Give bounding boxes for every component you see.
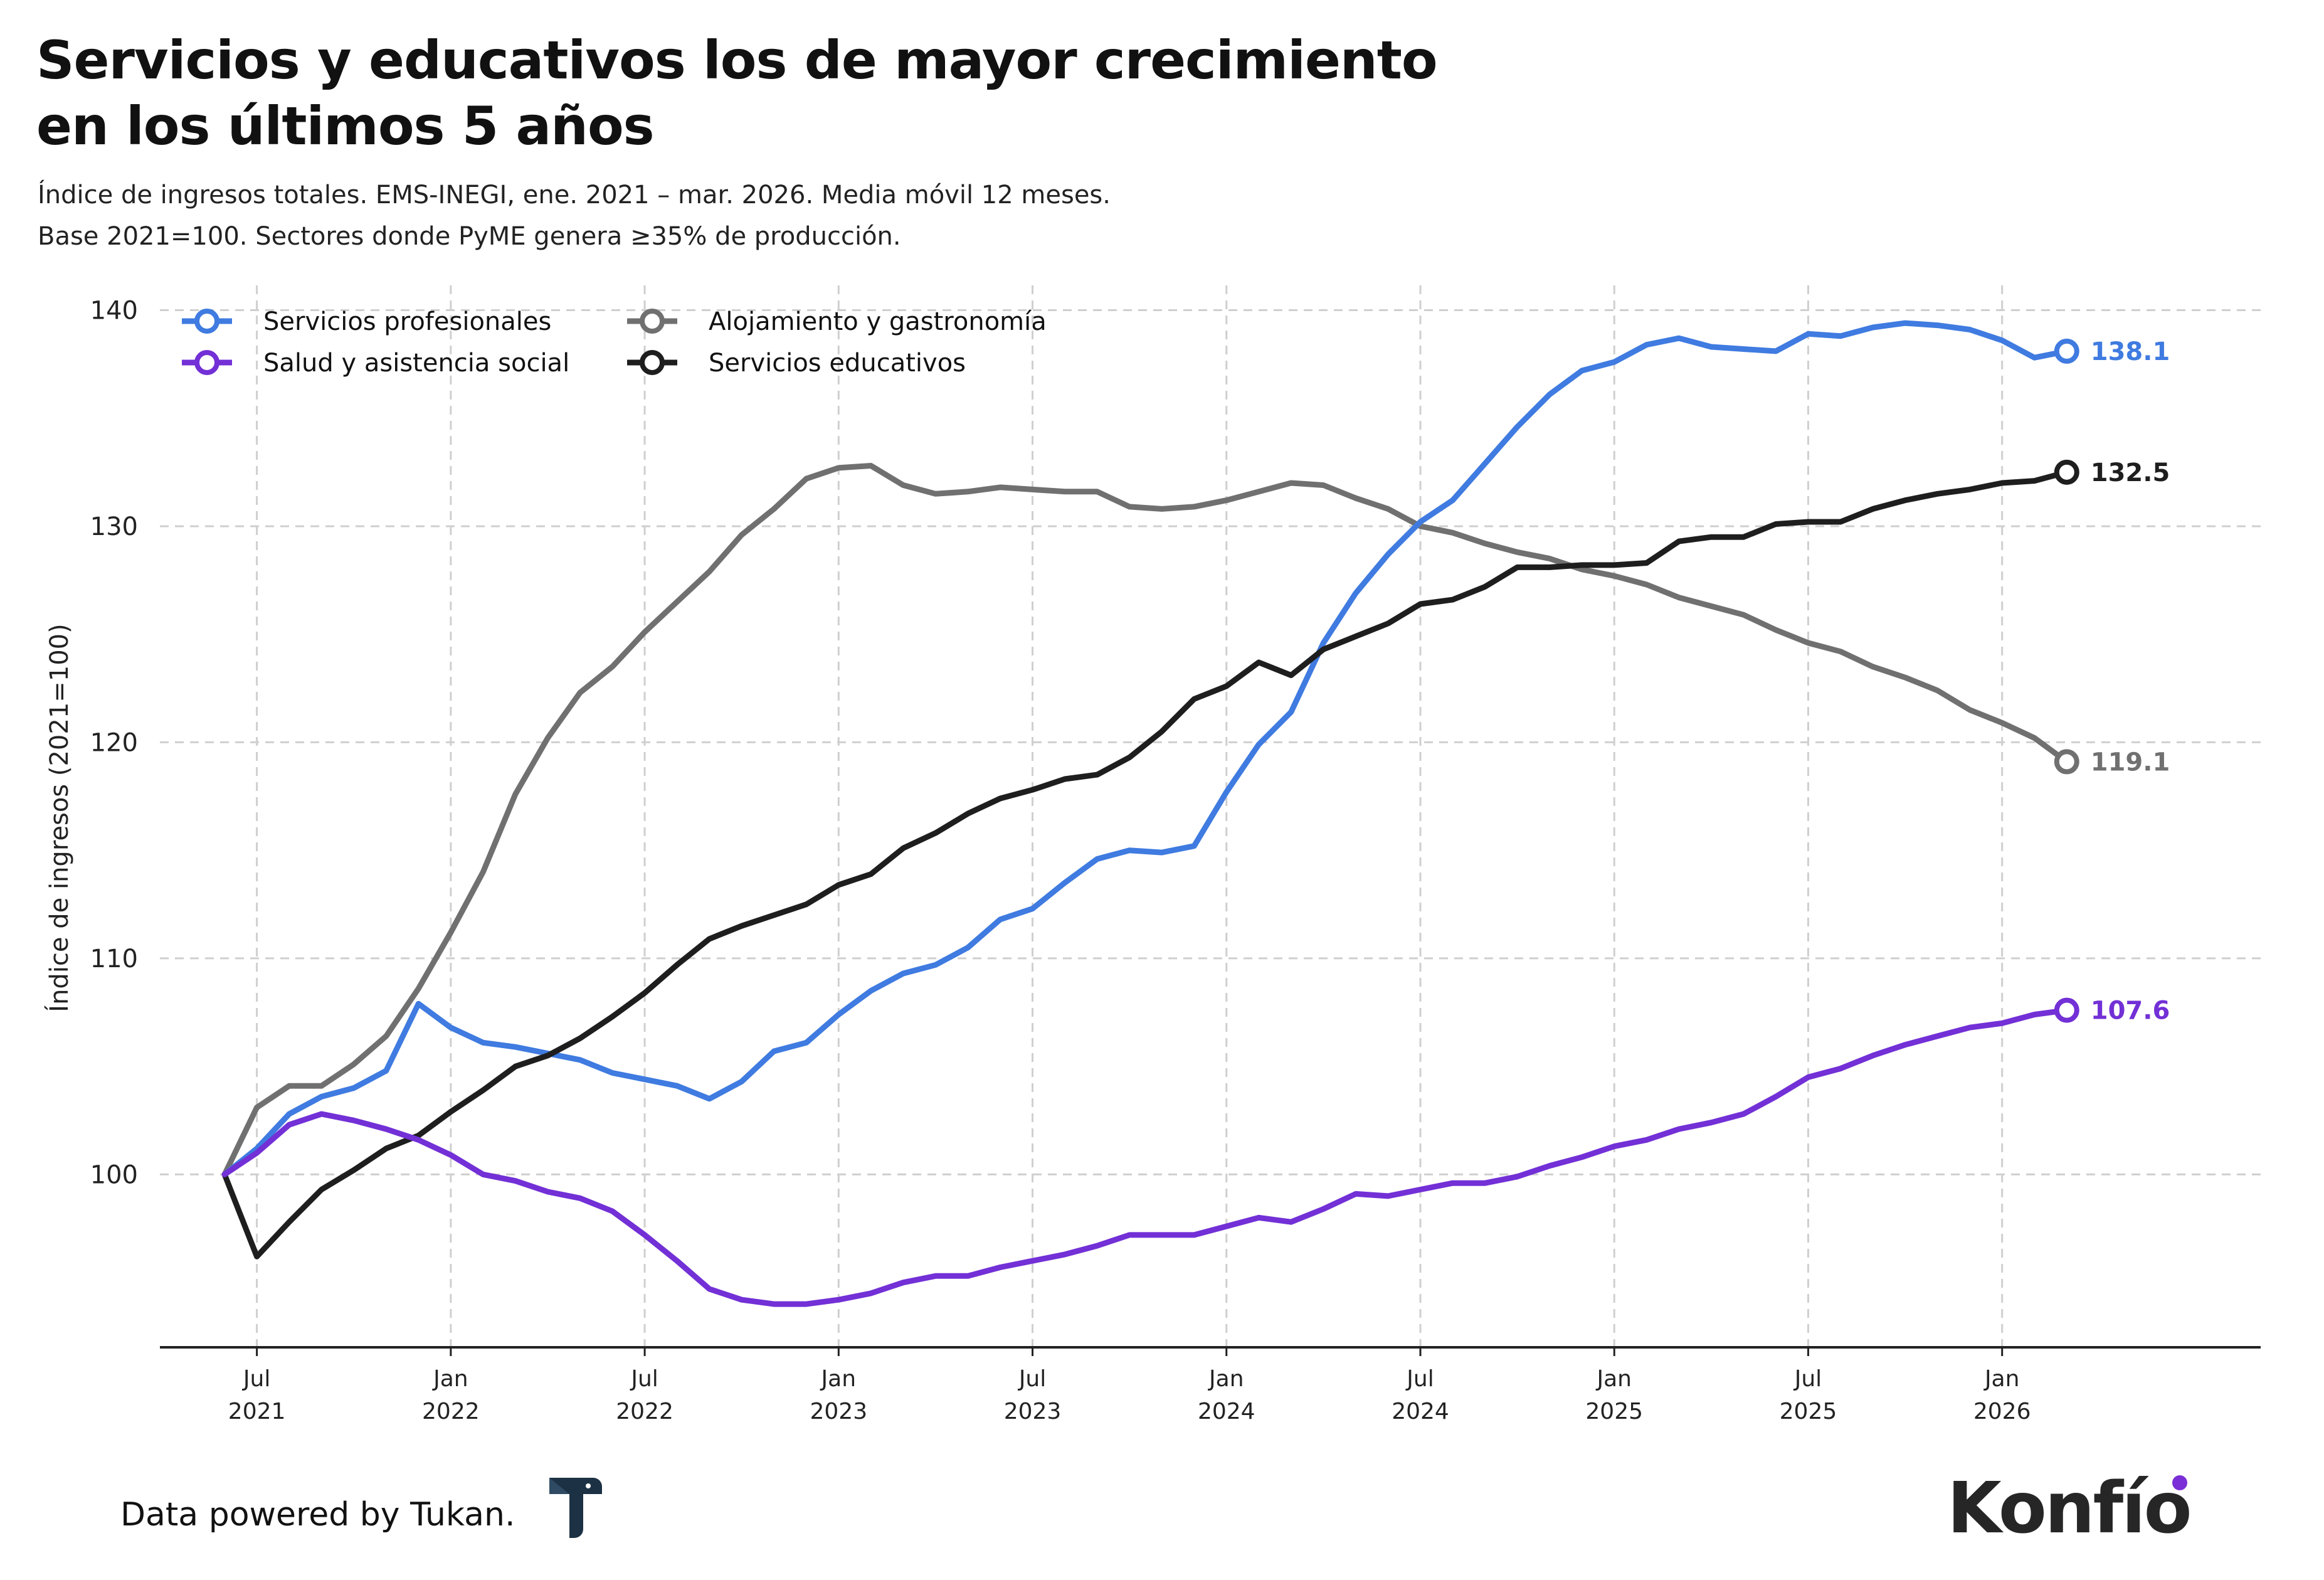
x-tick-label-month: Jul xyxy=(630,1366,658,1392)
x-tick-label-month: Jul xyxy=(242,1366,270,1392)
title-line-2: en los últimos 5 años xyxy=(36,95,655,157)
series-end-marker xyxy=(2054,459,2079,485)
x-tick-label-year: 2022 xyxy=(422,1399,480,1424)
legend-marker xyxy=(194,350,219,375)
x-tick-label-year: 2024 xyxy=(1198,1399,1255,1424)
title-line-1: Servicios y educativos los de mayor crec… xyxy=(36,29,1438,91)
legend-marker xyxy=(640,350,665,375)
legend-label: Alojamiento y gastronomía xyxy=(709,307,1047,336)
chart-subtitle: Índice de ingresos totales. EMS-INEGI, e… xyxy=(38,174,1111,257)
x-tick-label-year: 2022 xyxy=(616,1399,673,1424)
x-tick-label-year: 2026 xyxy=(1973,1399,2031,1424)
series-end-marker xyxy=(2054,997,2079,1023)
konfio-logo: Konfío xyxy=(1947,1468,2192,1549)
data-credit: Data powered by Tukan. xyxy=(120,1496,515,1534)
series-line xyxy=(221,463,2070,1177)
x-tick-label-month: Jul xyxy=(1018,1366,1046,1392)
x-tick-label-year: 2023 xyxy=(1004,1399,1062,1424)
series-end-label: 132.5 xyxy=(2091,459,2170,487)
legend-label: Servicios educativos xyxy=(709,349,966,378)
x-tick-label-month: Jan xyxy=(432,1366,468,1392)
x-tick-label-year: 2025 xyxy=(1780,1399,1837,1424)
x-tick-label-year: 2024 xyxy=(1392,1399,1449,1424)
series-end-label: 107.6 xyxy=(2091,997,2170,1026)
legend-marker xyxy=(194,309,219,334)
chart-title: Servicios y educativos los de mayor crec… xyxy=(36,28,1667,159)
y-tick-label: 130 xyxy=(90,512,138,541)
tukan-logo-icon xyxy=(549,1478,602,1538)
series-end-marker xyxy=(2054,338,2079,364)
legend-marker xyxy=(640,309,665,334)
legend-label: Servicios profesionales xyxy=(263,307,551,336)
x-tick-label-month: Jan xyxy=(1983,1366,2020,1392)
x-tick-label-month: Jan xyxy=(1595,1366,1632,1392)
y-tick-label: 100 xyxy=(90,1160,138,1189)
y-tick-label: 120 xyxy=(90,728,138,757)
x-tick-label-year: 2021 xyxy=(228,1399,286,1424)
series-end-marker xyxy=(2054,749,2079,775)
legend-label: Salud y asistencia social xyxy=(263,349,569,378)
x-tick-label-month: Jan xyxy=(1208,1366,1244,1392)
x-tick-label-month: Jul xyxy=(1793,1366,1822,1392)
y-axis-label: Índice de ingresos (2021=100) xyxy=(44,623,74,1012)
series-end-label: 138.1 xyxy=(2091,337,2170,366)
series-line xyxy=(221,1007,2070,1307)
y-tick-label: 140 xyxy=(90,296,138,325)
x-tick-label-month: Jan xyxy=(820,1366,857,1392)
series-line xyxy=(221,320,2070,1177)
x-tick-label-year: 2023 xyxy=(810,1399,867,1424)
x-tick-label-year: 2025 xyxy=(1585,1399,1643,1424)
subtitle-line-1: Índice de ingresos totales. EMS-INEGI, e… xyxy=(38,181,1111,209)
konfio-logo-dot xyxy=(2172,1475,2187,1490)
series-line xyxy=(221,469,2070,1259)
series-end-label: 119.1 xyxy=(2091,748,2170,777)
x-tick-label-month: Jul xyxy=(1405,1366,1434,1392)
subtitle-line-2: Base 2021=100. Sectores donde PyME gener… xyxy=(38,222,901,251)
y-tick-label: 110 xyxy=(90,945,138,973)
